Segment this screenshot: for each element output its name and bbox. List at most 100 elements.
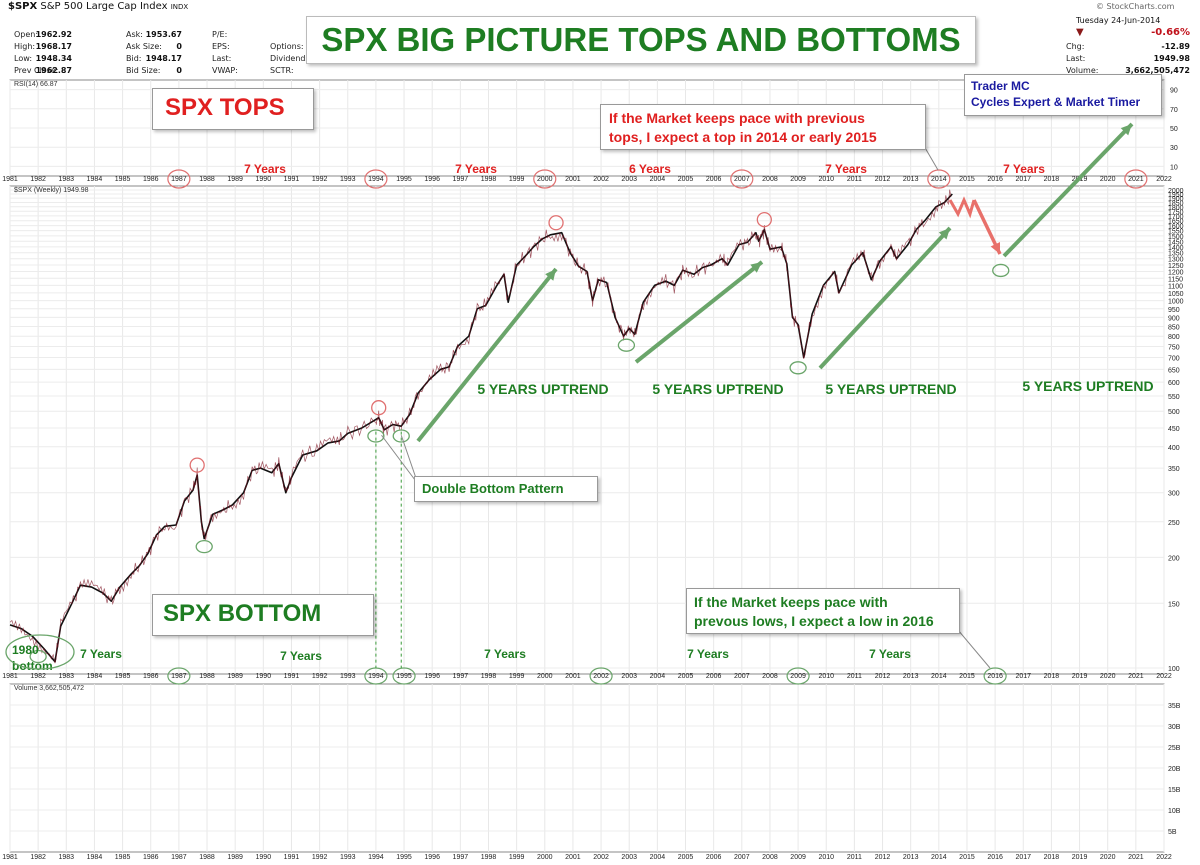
year-tick-label: 1986 <box>143 673 159 680</box>
header-field-label: Options: <box>270 42 304 51</box>
quote-date: Tuesday 24-Jun-2014 <box>1076 16 1161 25</box>
year-tick-label: 1987 <box>171 176 187 183</box>
bottom-interval-label: 7 Years <box>687 647 729 661</box>
top-year-circle <box>167 169 191 189</box>
year-tick-label: 2001 <box>565 854 581 861</box>
price-tick-label: 400 <box>1168 445 1180 452</box>
year-tick-label: 1990 <box>256 854 272 861</box>
year-tick-label: 2020 <box>1100 673 1116 680</box>
header-field-label: Ask Size: <box>126 42 162 51</box>
price-tick-label: 1950 <box>1168 192 1184 199</box>
uptrend-label: 5 YEARS UPTREND <box>1022 378 1153 394</box>
price-tick-label: 200 <box>1168 555 1180 562</box>
year-tick-label: 2021 <box>1128 176 1144 183</box>
header-field-label: Dividends: <box>270 54 313 63</box>
year-tick-label: 2010 <box>818 176 834 183</box>
chg-label: Chg: <box>1066 42 1085 51</box>
year-tick-label: 1996 <box>424 673 440 680</box>
spx-tops-box: SPX TOPS <box>152 88 314 130</box>
header-field-label: Last: <box>212 54 232 63</box>
year-tick-label: 1983 <box>59 673 75 680</box>
top-interval-label: 7 Years <box>244 162 286 176</box>
year-tick-label: 1999 <box>509 673 525 680</box>
price-tick-label: 1500 <box>1168 234 1184 241</box>
year-tick-label: 1990 <box>256 673 272 680</box>
top-interval-label: 7 Years <box>1003 162 1045 176</box>
header-field-label: Bid: <box>126 54 142 63</box>
year-tick-label: 1988 <box>199 176 215 183</box>
price-tick-label: 1200 <box>1168 270 1184 277</box>
year-tick-label: 1997 <box>453 854 469 861</box>
header-field-label: Low: <box>14 54 33 63</box>
price-tick-label: 500 <box>1168 409 1180 416</box>
year-tick-label: 1982 <box>30 673 46 680</box>
price-tick-label: 1300 <box>1168 257 1184 264</box>
header-field-label: Ask: <box>126 30 143 39</box>
header-field-label: EPS: <box>212 42 230 51</box>
year-tick-label: 1992 <box>312 854 328 861</box>
header-field-value: 1968.17 <box>35 42 72 51</box>
year-tick-label: 1986 <box>143 854 159 861</box>
projected-top-zigzag <box>948 196 976 219</box>
year-tick-label: 1993 <box>340 673 356 680</box>
year-tick-label: 1985 <box>115 673 131 680</box>
year-tick-label: 2013 <box>903 854 919 861</box>
bottom-marker-circle <box>992 263 1010 278</box>
volume-tick-label: 5B <box>1168 829 1177 836</box>
year-tick-label: 2000 <box>537 176 553 183</box>
header-field-label: VWAP: <box>212 66 238 75</box>
year-tick-label: 2000 <box>537 854 553 861</box>
bottom-year-circle <box>589 667 613 685</box>
year-tick-label: 1984 <box>87 673 103 680</box>
uptrend-label: 5 YEARS UPTREND <box>652 381 783 397</box>
top-year-circle <box>927 169 951 189</box>
price-tick-label: 1000 <box>1168 299 1184 306</box>
year-tick-label: 1984 <box>87 854 103 861</box>
year-tick-label: 1996 <box>424 854 440 861</box>
top-marker-circle <box>548 215 564 231</box>
year-tick-label: 1982 <box>30 176 46 183</box>
header-field-value: 1948.34 <box>35 54 72 63</box>
year-tick-label: 2006 <box>706 673 722 680</box>
year-tick-label: 2015 <box>959 176 975 183</box>
year-tick-label: 2011 <box>847 176 862 183</box>
year-tick-label: 1987 <box>171 854 187 861</box>
price-tick-label: 1600 <box>1168 224 1184 231</box>
bottom-callout-pointer <box>957 629 991 669</box>
year-tick-label: 2008 <box>762 854 778 861</box>
year-tick-label: 1989 <box>227 673 243 680</box>
year-tick-label: 2010 <box>818 854 834 861</box>
volume-tick-label: 25B <box>1168 745 1181 752</box>
year-tick-label: 2017 <box>1015 854 1031 861</box>
volume-label: Volume: <box>1066 66 1099 75</box>
year-tick-label: 2006 <box>706 176 722 183</box>
price-tick-label: 1700 <box>1168 214 1184 221</box>
year-tick-label: 2012 <box>875 854 891 861</box>
year-tick-label: 2006 <box>706 854 722 861</box>
rsi-label: RSI(14) 66.87 <box>14 81 58 88</box>
year-tick-label: 1991 <box>284 176 300 183</box>
year-tick-label: 2002 <box>593 176 609 183</box>
bottom-interval-label: 7 Years <box>80 647 122 661</box>
header-field-label: Prev Close: <box>14 66 59 75</box>
price-tick-label: 600 <box>1168 380 1180 387</box>
uptrend-arrow <box>818 226 952 370</box>
uptrend-arrow <box>634 260 764 364</box>
price-tick-label: 2000 <box>1168 188 1184 195</box>
price-tick-label: 1900 <box>1168 196 1184 203</box>
price-tick-label: 1250 <box>1168 263 1184 270</box>
price-tick-label: 700 <box>1168 356 1180 363</box>
chg-value: -12.89 <box>1161 42 1190 51</box>
year-tick-label: 1996 <box>424 176 440 183</box>
bottom-year-circle <box>983 667 1007 685</box>
bottom-1980-circle <box>5 634 75 670</box>
price-tick-label: 450 <box>1168 426 1180 433</box>
year-tick-label: 1994 <box>368 176 384 183</box>
top-interval-label: 6 Years <box>629 162 671 176</box>
year-tick-label: 2004 <box>650 673 666 680</box>
top-year-circle <box>533 169 557 189</box>
top-callout-pointer <box>923 145 939 171</box>
year-tick-label: 2011 <box>847 673 862 680</box>
projected-decline-arrow-head <box>990 242 1001 254</box>
